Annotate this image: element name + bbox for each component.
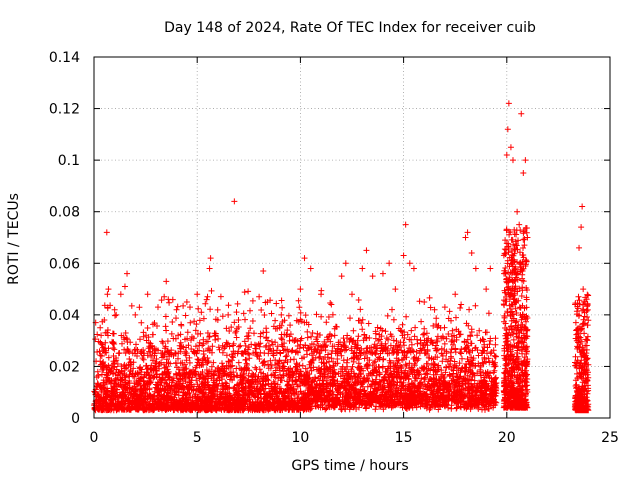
data-point [514,208,521,215]
data-point [520,170,527,177]
data-point [524,234,531,241]
data-point [342,260,349,267]
x-tick-label: 20 [498,430,516,446]
data-point [518,110,525,117]
data-point [163,278,170,285]
data-point [578,224,585,231]
data-point [363,247,370,254]
data-point [173,306,180,313]
data-point [301,255,308,262]
x-tick-label: 0 [90,430,99,446]
data-point [516,221,523,228]
data-point [307,265,314,272]
data-point [462,234,469,241]
data-point [338,273,345,280]
data-point [183,298,190,305]
data-point [101,317,108,324]
data-point [194,291,201,298]
data-point [318,291,325,298]
tick-labels: 0 5 10 15 20 25 0 0.02 0.04 0.06 0.08 0.1 0.12 0.14 [49,50,619,446]
y-tick-label: 0.06 [49,256,80,272]
data-point [580,286,587,293]
data-point [431,306,438,313]
chart-title: Day 148 of 2024, Rate Of TEC Index for r… [164,20,536,36]
data-point [235,317,242,324]
data-point [369,273,376,280]
data-point [132,311,139,318]
data-point [121,283,128,290]
data-points [91,100,592,414]
x-tick-label: 10 [291,430,309,446]
data-point [509,157,516,164]
data-point [505,100,512,107]
data-point [256,293,263,300]
data-point [117,291,124,298]
y-tick-label: 0.08 [49,205,80,221]
data-point [264,298,271,305]
data-point [206,265,213,272]
data-point [161,293,168,300]
data-point [276,324,283,331]
data-point [522,157,529,164]
x-tick-label: 25 [601,430,619,446]
data-point [507,144,514,151]
data-point [297,286,304,293]
data-point [97,324,104,331]
data-point [504,126,511,133]
data-point [487,265,494,272]
data-point [576,244,583,251]
axis-ticks [93,56,611,419]
data-point [359,265,366,272]
data-point [287,322,294,329]
data-point [105,286,112,293]
data-point [328,301,335,308]
data-point [441,304,448,311]
data-point [165,296,172,303]
data-point [421,298,428,305]
data-point [483,286,490,293]
data-point [579,203,586,210]
data-point [400,252,407,259]
x-axis-label: GPS time / hours [291,458,408,474]
y-tick-label: 0.14 [49,50,80,66]
grid-lines [94,57,610,418]
data-point [464,229,471,236]
y-axis-label: ROTI / TECUs [6,193,22,285]
data-point [379,270,386,277]
x-tick-label: 15 [395,430,413,446]
data-point [124,270,131,277]
roti-cloud [91,225,592,414]
data-point [198,309,205,316]
data-point [104,291,111,298]
data-point [260,268,267,275]
data-point [144,291,151,298]
y-tick-label: 0.04 [49,308,80,324]
y-tick-label: 0.02 [49,359,80,375]
data-point [225,311,232,318]
data-point [452,291,459,298]
data-point [207,255,214,262]
data-point [386,260,393,267]
data-point [410,265,417,272]
data-point [503,151,510,158]
data-point [349,291,355,298]
data-point [392,286,399,293]
data-point [402,221,409,228]
data-point [154,304,161,311]
data-point [231,198,238,205]
y-tick-label: 0.1 [58,153,80,169]
data-point [103,229,110,236]
data-point [472,265,479,272]
data-point [111,306,118,313]
data-point [204,293,211,300]
data-point [406,260,413,267]
y-tick-label: 0 [71,411,80,427]
x-tick-label: 5 [193,430,202,446]
data-point [245,329,252,336]
plot-frame [93,56,611,419]
y-tick-label: 0.12 [49,102,80,118]
data-point [468,249,475,256]
data-point [214,317,221,324]
